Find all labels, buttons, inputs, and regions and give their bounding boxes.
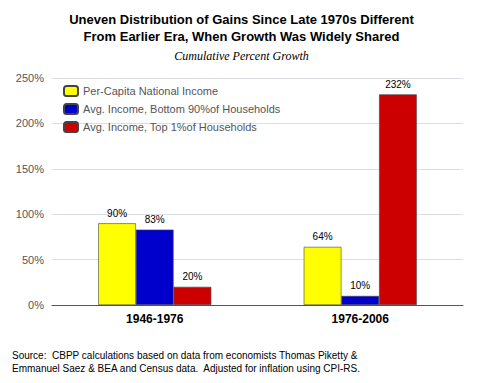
svg-text:100%: 100% [16,208,44,220]
svg-text:20%: 20% [182,271,202,282]
svg-text:Avg. Income, Top 1%of Househol: Avg. Income, Top 1%of Households [83,121,257,133]
svg-text:10%: 10% [350,280,370,291]
svg-text:Source: CBPP calculations bas: Source: CBPP calculations based on data … [12,350,358,361]
svg-text:Uneven Distribution of Gains S: Uneven Distribution of Gains Since Late … [69,12,414,27]
svg-text:150%: 150% [16,163,44,175]
svg-text:232%: 232% [385,79,411,90]
svg-text:From Earlier Era, When Growth: From Earlier Era, When Growth Was Widely… [84,29,400,44]
svg-text:1946-1976: 1946-1976 [126,312,184,326]
svg-text:Avg. Income, Bottom 90%of Hous: Avg. Income, Bottom 90%of Households [83,103,281,115]
svg-text:Emmanuel Saez & BEA and Census: Emmanuel Saez & BEA and Census data. Adj… [12,363,360,374]
svg-text:1976-2006: 1976-2006 [332,312,390,326]
svg-text:64%: 64% [313,231,333,242]
svg-text:50%: 50% [22,254,44,266]
svg-text:Per-Capita National Income: Per-Capita National Income [83,85,218,97]
svg-text:83%: 83% [145,214,165,225]
svg-text:Cumulative Percent Growth: Cumulative Percent Growth [174,49,308,63]
svg-text:0%: 0% [28,299,44,311]
svg-text:250%: 250% [16,72,44,84]
svg-text:200%: 200% [16,117,44,129]
svg-text:90%: 90% [107,208,127,219]
